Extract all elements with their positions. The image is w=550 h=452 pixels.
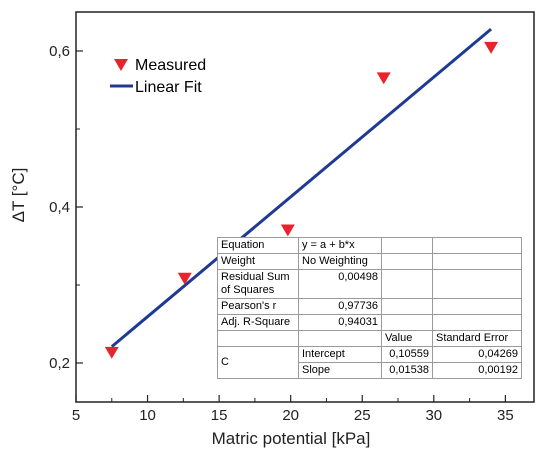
empty-cell xyxy=(381,237,433,254)
empty-cell xyxy=(432,253,522,270)
slope-value: 0,01538 xyxy=(381,362,433,379)
pearson-label: Pearson's r xyxy=(217,298,299,315)
adjr2-label: Adj. R-Square xyxy=(217,314,299,331)
empty-cell xyxy=(432,269,522,299)
fit-line xyxy=(110,28,493,348)
empty-cell xyxy=(432,314,522,331)
data-point-measured xyxy=(104,346,119,359)
data-point-measured xyxy=(177,272,192,285)
empty-cell xyxy=(217,330,299,347)
intercept-stderr: 0,04269 xyxy=(432,346,522,363)
x-axis-title: Matric potential [kPa] xyxy=(212,429,371,448)
table-row: Value Standard Error xyxy=(217,330,522,347)
empty-cell xyxy=(381,314,433,331)
empty-cell xyxy=(381,269,433,299)
data-point-measured xyxy=(376,72,391,85)
equation-label: Equation xyxy=(217,237,299,254)
weight-value: No Weighting xyxy=(298,253,382,270)
stderr-header: Standard Error xyxy=(432,330,522,347)
equation-value: y = a + b*x xyxy=(298,237,382,254)
y-axis-title: ΔT [°C] xyxy=(9,168,28,223)
y-tick-label: 0,2 xyxy=(49,355,70,372)
table-row: Residual Sum of Squares 0,00498 xyxy=(217,269,522,299)
empty-cell xyxy=(432,298,522,315)
intercept-value: 0,10559 xyxy=(381,346,433,363)
table-row: Adj. R-Square 0,94031 xyxy=(217,314,522,331)
table-row: Pearson's r 0,97736 xyxy=(217,298,522,315)
x-tick-label: 30 xyxy=(425,407,442,424)
y-axis: 0,2 0,4 0,6 xyxy=(49,43,83,372)
table-row: Weight No Weighting xyxy=(217,253,522,270)
rss-label: Residual Sum of Squares xyxy=(217,269,299,299)
slope-stderr: 0,00192 xyxy=(432,362,522,379)
empty-cell xyxy=(432,237,522,254)
legend-marker-measured xyxy=(114,59,128,71)
adjr2-value: 0,94031 xyxy=(298,314,382,331)
empty-cell xyxy=(381,298,433,315)
data-point-measured xyxy=(280,224,295,237)
series-layer xyxy=(104,28,499,359)
rss-value: 0,00498 xyxy=(298,269,382,299)
x-tick-label: 20 xyxy=(282,407,299,424)
legend-label-measured: Measured xyxy=(135,57,206,74)
data-point-measured xyxy=(484,41,499,54)
x-tick-label: 5 xyxy=(72,407,80,424)
x-tick-label: 35 xyxy=(497,407,514,424)
y-tick-label: 0,6 xyxy=(49,43,70,60)
empty-cell xyxy=(298,330,382,347)
x-axis: 5 10 15 20 25 30 35 xyxy=(72,395,514,424)
weight-label: Weight xyxy=(217,253,299,270)
legend: Measured Linear Fit xyxy=(107,54,239,99)
table-row: C Intercept 0,10559 0,04269 xyxy=(217,346,522,379)
legend-label-fit: Linear Fit xyxy=(135,79,202,96)
x-tick-label: 10 xyxy=(139,407,156,424)
legend-box xyxy=(107,54,239,99)
slope-label: Slope xyxy=(298,362,382,379)
x-tick-label: 15 xyxy=(211,407,228,424)
pearson-value: 0,97736 xyxy=(298,298,382,315)
table-row: Equation y = a + b*x xyxy=(217,237,522,254)
group-label: C xyxy=(217,346,299,379)
value-header: Value xyxy=(381,330,433,347)
table-row: Slope 0,01538 0,00192 xyxy=(218,362,522,379)
fit-statistics-table: Equation y = a + b*x Weight No Weighting… xyxy=(217,237,522,379)
x-tick-label: 25 xyxy=(354,407,371,424)
empty-cell xyxy=(381,253,433,270)
y-tick-label: 0,4 xyxy=(49,199,70,216)
intercept-label: Intercept xyxy=(298,346,382,363)
